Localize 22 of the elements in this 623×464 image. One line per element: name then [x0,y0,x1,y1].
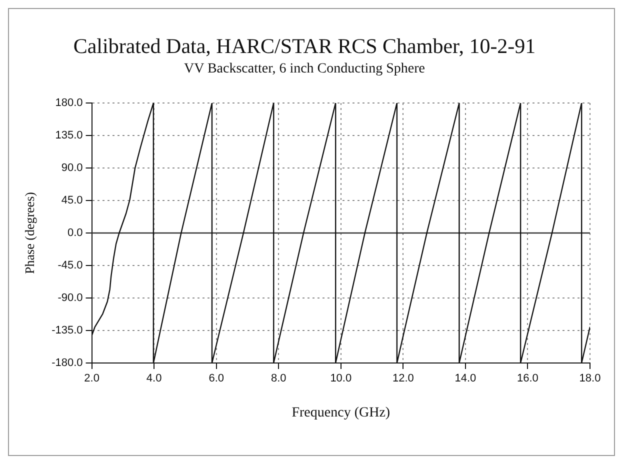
y-tick-label: -45.0 [58,260,83,272]
x-tick-label: 6.0 [208,372,224,385]
y-tick-label: -180.0 [52,357,83,370]
y-tick-label: 180.0 [55,97,83,110]
y-tick-label: -90.0 [58,292,83,304]
x-tick-label: 14.0 [454,372,476,385]
chart-title: Calibrated Data, HARC/STAR RCS Chamber, 10-2-91 [73,34,536,58]
x-tick-label: 4.0 [146,372,162,385]
y-tick-label: 0.0 [67,227,83,240]
y-tick-label: 90.0 [61,162,83,174]
y-tick-label: -135.0 [52,324,83,337]
x-tick-label: 8.0 [270,372,286,385]
y-axis-title: Phase (degrees) [22,192,38,274]
x-tick-label: 12.0 [392,372,414,385]
y-tick-label: 45.0 [61,194,83,207]
x-tick-label: 16.0 [517,372,538,385]
x-tick-label: 18.0 [579,372,601,385]
chart-subtitle: VV Backscatter, 6 inch Conducting Sphere [184,61,426,76]
y-tick-label: 135.0 [55,130,83,142]
x-tick-label: 10.0 [330,372,352,385]
x-tick-label: 2.0 [84,372,100,385]
x-axis-title: Frequency (GHz) [292,405,390,420]
